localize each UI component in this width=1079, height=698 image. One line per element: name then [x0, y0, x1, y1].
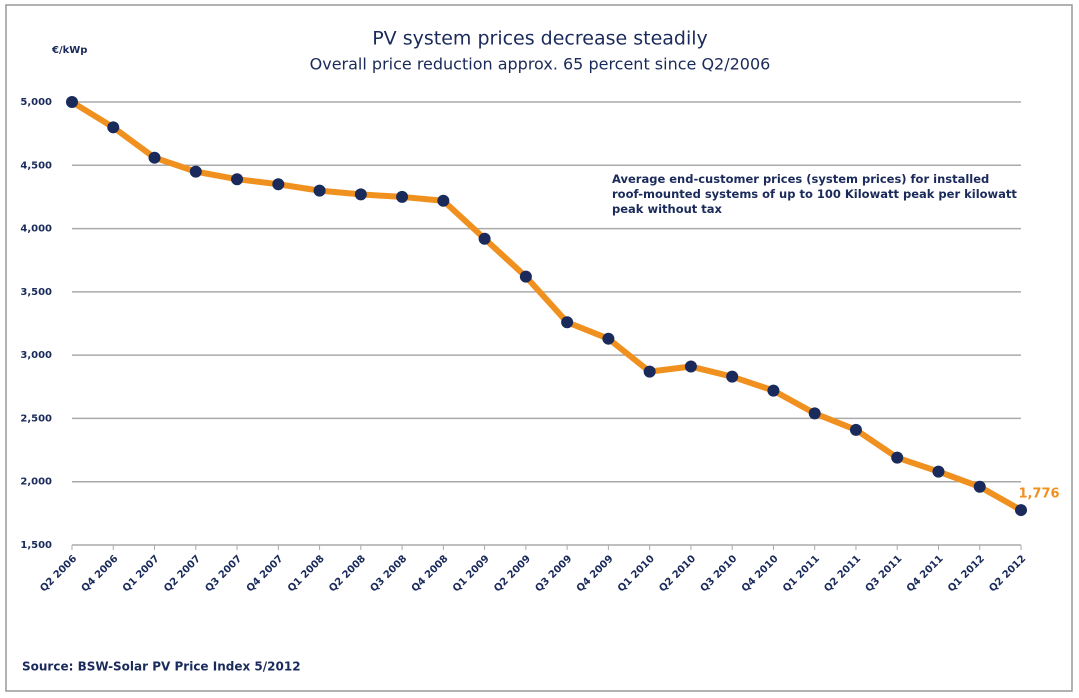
x-tick-label: Q2 2011 — [822, 553, 863, 594]
x-tick-label: Q3 2008 — [368, 553, 409, 594]
x-tick-label: Q2 2012 — [987, 553, 1028, 594]
x-tick-label: Q4 2008 — [410, 553, 451, 594]
x-tick-label: Q3 2010 — [699, 553, 740, 594]
x-tick-label: Q4 2007 — [245, 553, 286, 594]
x-tick-label: Q1 2011 — [781, 553, 822, 594]
marker — [354, 188, 367, 201]
x-tick-label: Q2 2008 — [327, 553, 368, 594]
x-tick-label: Q2 2006 — [38, 553, 79, 594]
x-tick-label: Q1 2008 — [286, 553, 327, 594]
x-tick-label: Q1 2009 — [451, 553, 492, 594]
x-tick-label: Q1 2007 — [121, 553, 162, 594]
chart-subtitle: Overall price reduction approx. 65 perce… — [310, 55, 771, 74]
marker — [891, 451, 904, 464]
x-tick-label: Q2 2007 — [162, 553, 203, 594]
line — [70, 99, 1023, 513]
x-tick-label: Q3 2009 — [534, 553, 575, 594]
x-tick-label: Q1 2012 — [946, 553, 987, 594]
marker — [643, 365, 656, 378]
marker — [231, 173, 244, 186]
y-tick-label: 2,500 — [20, 413, 52, 424]
marker — [519, 270, 532, 283]
y-tick-label: 4,500 — [20, 160, 52, 171]
y-tick-label: 1,500 — [20, 540, 52, 551]
marker — [932, 465, 945, 478]
marker — [272, 178, 285, 191]
marker — [602, 332, 615, 345]
y-tick-label: 3,000 — [20, 350, 52, 361]
x-tick-label: Q1 2010 — [616, 553, 657, 594]
marker — [148, 151, 161, 164]
marker — [561, 316, 574, 329]
x-tick-label: Q4 2011 — [905, 553, 946, 594]
marker — [973, 480, 986, 493]
marker — [1015, 504, 1027, 517]
marker — [478, 232, 491, 245]
x-tick-label: Q2 2010 — [657, 553, 698, 594]
y-tick-label: 2,000 — [20, 477, 52, 488]
y-tick-label: 3,500 — [20, 287, 52, 298]
x-tick-label: Q4 2009 — [575, 553, 616, 594]
marker — [66, 96, 78, 108]
x-tick-label: Q2 2009 — [492, 553, 533, 594]
x-tick-label: Q3 2007 — [203, 553, 244, 594]
marker — [189, 165, 202, 178]
marker — [396, 190, 409, 203]
marker — [808, 407, 821, 420]
marker — [849, 423, 862, 436]
x-tick-label: Q3 2011 — [864, 553, 905, 594]
marker — [107, 121, 120, 134]
chart-title: PV system prices decrease steadily — [372, 28, 708, 50]
y-axis-label: €/kWp — [51, 45, 87, 56]
marker — [726, 370, 739, 383]
frame — [5, 4, 1073, 692]
y-tick-label: 5,000 — [20, 97, 52, 108]
value-label: 1,776 — [1018, 487, 1059, 502]
marker — [313, 184, 326, 197]
x-tick-label: Q4 2010 — [740, 553, 781, 594]
marker — [684, 360, 697, 373]
x-tick-label: Q4 2006 — [80, 553, 121, 594]
source: Source: BSW-Solar PV Price Index 5/2012 — [22, 660, 301, 674]
annotation: Average end-customer prices (system pric… — [612, 172, 1017, 216]
marker — [437, 194, 450, 207]
marker — [767, 384, 780, 397]
y-tick-label: 4,000 — [20, 224, 52, 235]
